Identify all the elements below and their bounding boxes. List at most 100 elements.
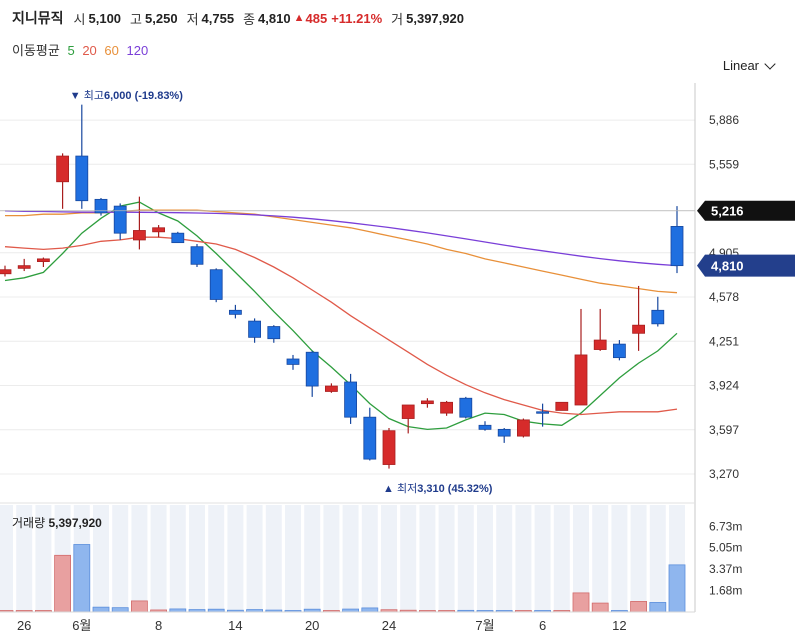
y-tick-label: 3,924 (709, 379, 739, 393)
volume-bg-stripe (265, 505, 282, 612)
volume-bg-stripe (189, 505, 205, 612)
min-price-annotation: ▲ 최저3,310 (45.32%) (383, 482, 493, 495)
volume-bg-stripe (515, 505, 532, 612)
volume-bg-stripe (592, 505, 609, 612)
volume-bg-stripe (553, 505, 570, 612)
ma-20-label[interactable]: 20 (82, 43, 97, 58)
volume-bg-stripe (16, 505, 33, 612)
candle-body (363, 416, 377, 460)
up-triangle-icon: ▲ (293, 12, 305, 24)
volume-bar (630, 601, 647, 613)
volume-bg-stripe (342, 505, 359, 612)
y-tick-label: 4,578 (709, 290, 739, 304)
min-arrow-icon: ▲ (383, 483, 397, 495)
x-tick-label: 26 (17, 618, 31, 633)
volume-bg-stripe (169, 505, 186, 612)
ma-20-line (4, 236, 678, 416)
ma-120-line (4, 210, 678, 267)
candle-body (420, 400, 434, 405)
candle-body (401, 404, 415, 419)
volume-bg-stripe (150, 505, 167, 612)
volume-bg-stripe (457, 505, 474, 612)
volume-bg-stripe (381, 505, 397, 612)
candle-body (56, 155, 69, 183)
candle-body (0, 269, 12, 275)
volume-bar (92, 606, 110, 613)
volume-bg-stripe (227, 505, 244, 612)
scale-mode-label: Linear (722, 58, 759, 73)
x-tick-label: 8 (155, 618, 162, 633)
candle-body (190, 246, 204, 265)
y-tick-label: 5,559 (709, 157, 739, 171)
candle-body (171, 232, 185, 244)
volume-bg-stripe (534, 505, 551, 612)
volume-bar (668, 564, 686, 613)
x-tick-label: 20 (305, 618, 319, 633)
candle-body (152, 227, 166, 233)
change-percent: +11.21% (331, 10, 383, 26)
candle-body (670, 226, 684, 267)
min-label: 최저 (397, 482, 417, 495)
candle-body (382, 430, 396, 465)
high-label: 고 (130, 11, 143, 27)
volume-bg-stripe (438, 505, 455, 612)
candle-body (459, 397, 473, 418)
candle-body (75, 155, 89, 202)
high-value: 5,250 (145, 10, 178, 26)
volume-bg-stripe (208, 505, 225, 612)
volume-label: 거 (391, 11, 404, 27)
candle-body (478, 424, 492, 430)
low-label: 저 (186, 11, 199, 27)
chart-labels: 5,8865,5594,9054,5784,2513,9243,5973,270… (12, 89, 795, 633)
price-header: 지니뮤직 시 5,100 고 5,250 저 4,755 종 4,810 ▲ 4… (12, 8, 473, 28)
x-tick-label: 7월 (475, 618, 494, 633)
candle-body (574, 354, 588, 406)
min-value: 3,310 (45.32%) (417, 483, 493, 495)
max-label: 최고 (84, 89, 104, 102)
x-tick-label: 6월 (72, 618, 91, 633)
ma-5-label[interactable]: 5 (67, 43, 75, 58)
volume-bg-stripe (112, 505, 129, 612)
ma-legend-title: 이동평균 (12, 43, 60, 58)
current-price-label: 4,810 (711, 259, 744, 274)
candle-body (344, 381, 358, 418)
ma-60-label[interactable]: 60 (104, 43, 119, 58)
volume-panel (0, 505, 686, 613)
candle-body (324, 385, 338, 392)
y-tick-label: 3,270 (709, 467, 739, 481)
change-value: 485 (305, 10, 328, 26)
candle-body (440, 401, 454, 414)
volume-bar (73, 544, 91, 613)
y-tick-label: 4,251 (709, 334, 739, 348)
candle-body (286, 358, 300, 365)
ma-120-label[interactable]: 120 (126, 43, 149, 58)
candle-body (37, 258, 50, 262)
candle-body (305, 351, 319, 387)
volume-bg-stripe (477, 505, 493, 612)
volume-panel-value: 5,397,920 (48, 516, 102, 530)
volume-bar (649, 602, 667, 613)
volume-panel-label: 거래량 5,397,920 (12, 516, 102, 530)
candle-body (497, 428, 511, 437)
volume-bg-stripe (630, 505, 647, 612)
volume-bar (130, 600, 148, 613)
volume-bar (111, 607, 129, 613)
volume-tick-label: 6.73m (709, 519, 742, 533)
candle-body (17, 265, 31, 269)
stock-name: 지니뮤직 (12, 10, 64, 26)
volume-bg-stripe (246, 505, 263, 612)
open-label: 시 (73, 11, 86, 27)
volume-bg-stripe (93, 505, 109, 612)
x-tick-label: 14 (228, 618, 242, 633)
scale-mode-dropdown[interactable]: Linear (722, 57, 776, 73)
y-tick-label: 5,886 (709, 113, 739, 127)
volume-bar (54, 554, 71, 613)
candles (0, 104, 684, 469)
max-arrow-icon: ▼ (70, 90, 84, 102)
volume-bg-stripe (304, 505, 321, 612)
candle-body (228, 309, 242, 315)
y-tick-label: 3,597 (709, 423, 739, 437)
max-value: 6,000 (-19.83%) (104, 90, 183, 102)
max-price-annotation: ▼ 최고6,000 (-19.83%) (70, 89, 183, 102)
